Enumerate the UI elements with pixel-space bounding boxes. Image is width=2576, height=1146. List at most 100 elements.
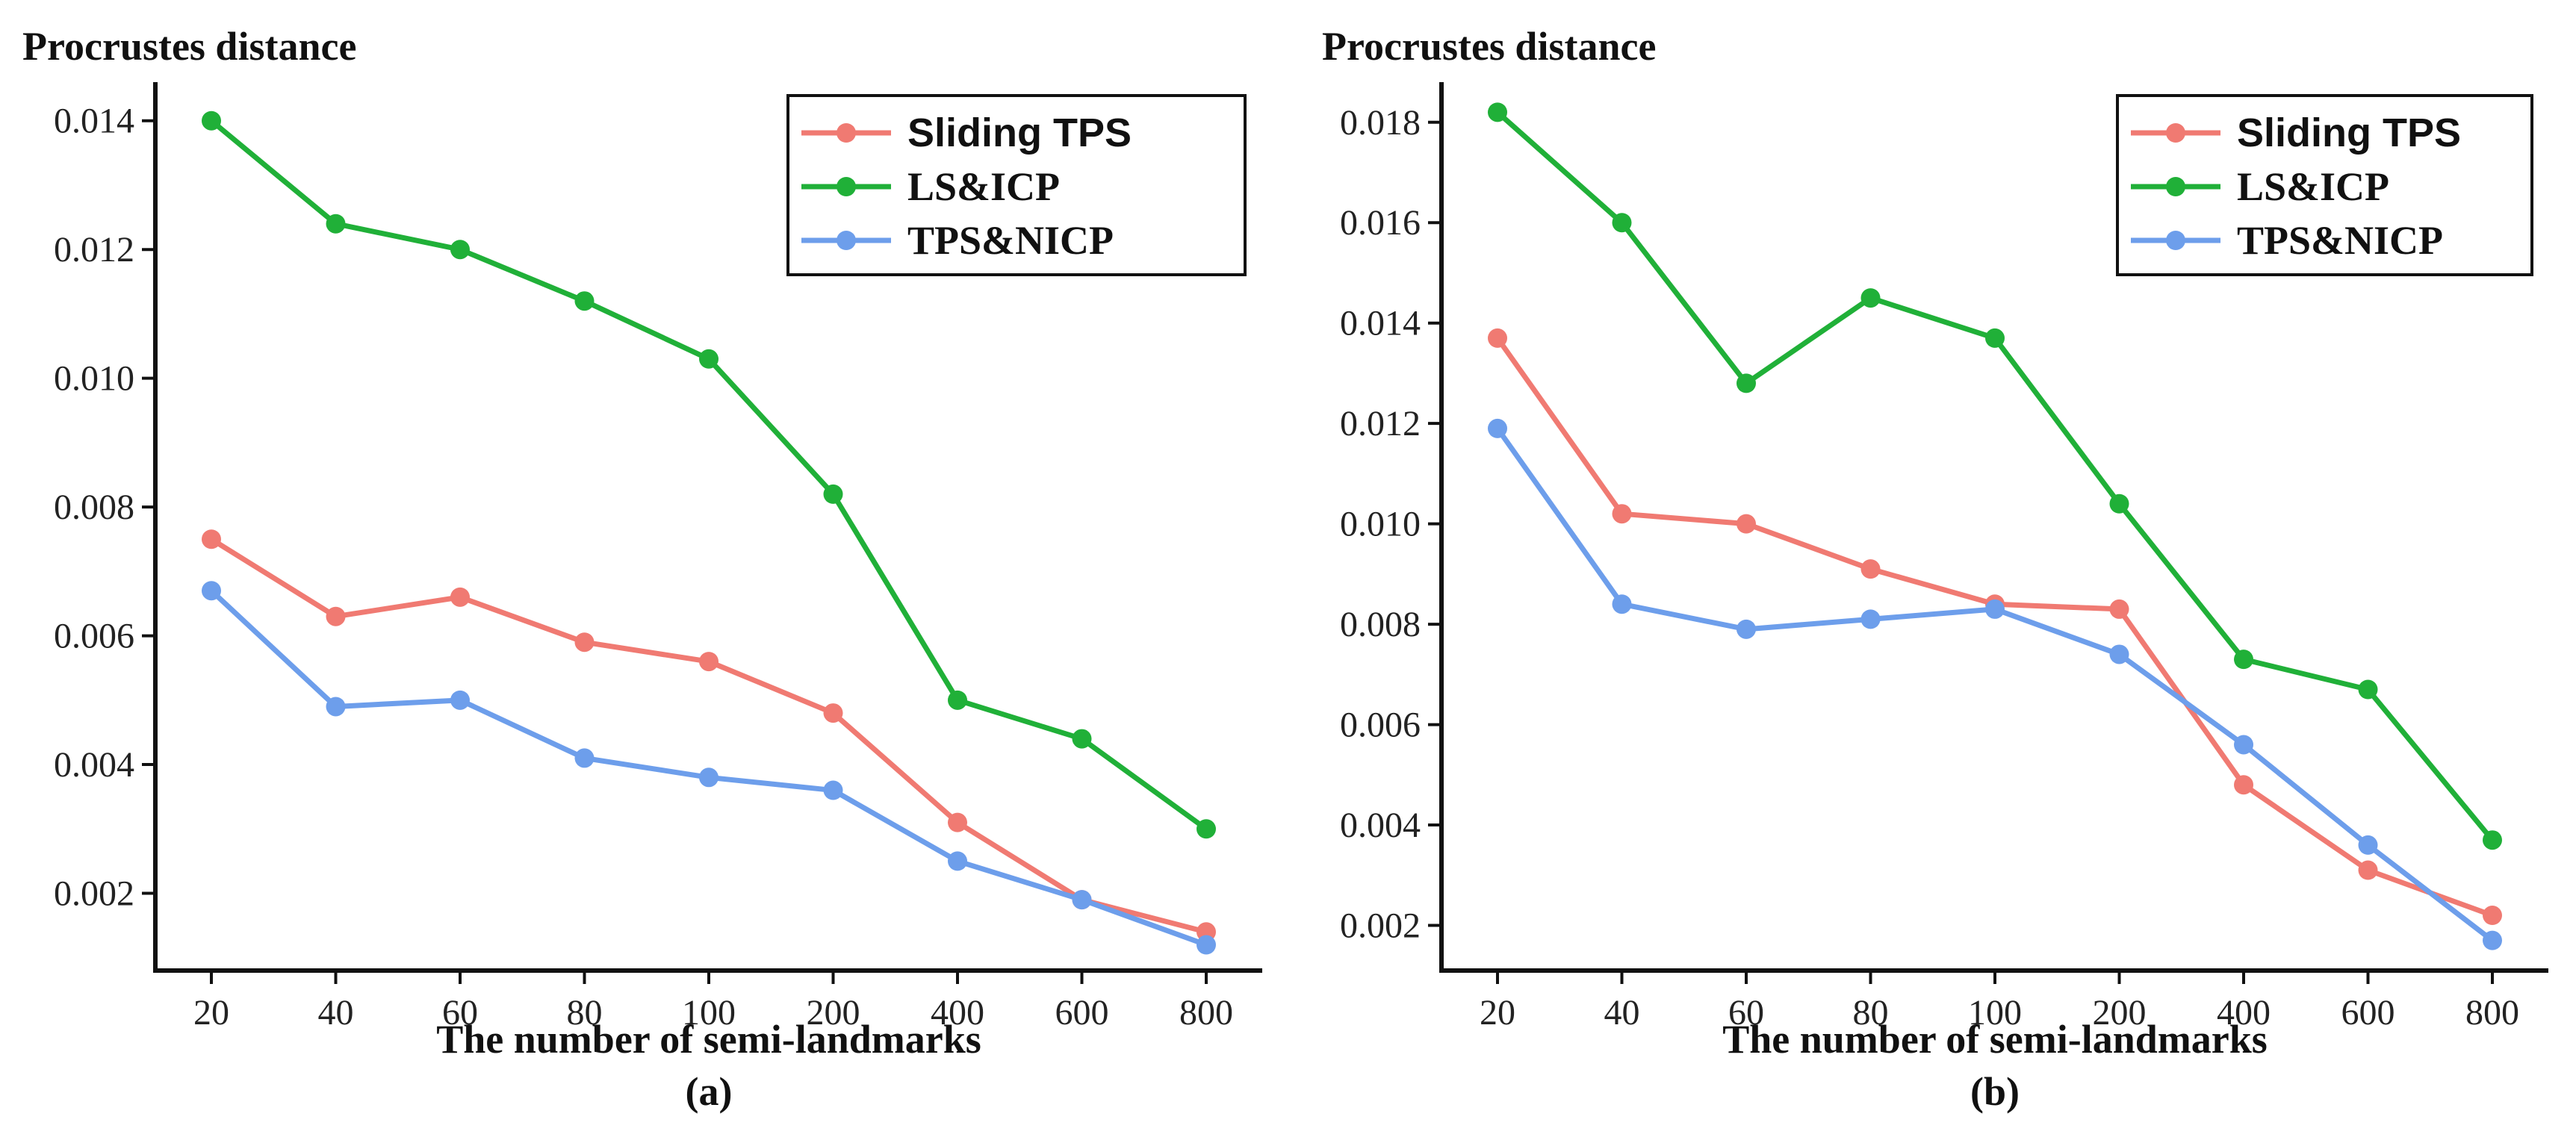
data-point [948, 851, 967, 871]
data-point [2358, 835, 2378, 855]
data-point [823, 780, 843, 800]
data-point [450, 240, 470, 260]
legend-label: Sliding TPS [907, 110, 1132, 155]
y-tick-label: 0.010 [1340, 505, 1421, 544]
y-tick-label: 0.012 [54, 230, 134, 270]
data-point [1612, 594, 1632, 614]
legend-swatch-marker [837, 231, 856, 250]
data-point [202, 581, 221, 601]
y-tick-label: 0.002 [1340, 906, 1421, 945]
chart-panel-b: Procrustes distance 0.002 0.004 0.006 0.008 0… [1322, 24, 2548, 1114]
x-tick-label: 20 [193, 993, 229, 1033]
data-point [948, 690, 967, 710]
x-tick-label: 800 [1179, 993, 1233, 1033]
data-point [1737, 619, 1756, 639]
legend-label: Sliding TPS [2237, 110, 2461, 155]
x-tick-label: 100 [682, 993, 736, 1033]
data-point [326, 697, 346, 717]
y-tick-label: 0.006 [54, 617, 134, 656]
x-tick-label: 400 [2217, 993, 2271, 1033]
y-tick-label: 0.006 [1340, 706, 1421, 745]
data-point [699, 767, 719, 788]
legend-swatch-marker [2166, 177, 2185, 196]
data-point [1985, 328, 2005, 348]
x-tick-label: 400 [931, 993, 984, 1033]
data-point [202, 110, 221, 131]
data-point [699, 652, 719, 672]
x-tick-label: 600 [1055, 993, 1109, 1033]
data-point [2483, 930, 2502, 950]
data-point [326, 214, 346, 234]
data-point [2109, 599, 2129, 619]
legend: Sliding TPS LS&ICP TPS&NICP [2116, 94, 2533, 276]
chart-panel-a: Procrustes distance 0.002 0.004 0.006 0.008 0… [22, 24, 1262, 1114]
data-point [1488, 328, 1507, 348]
legend-label: TPS&NICP [2237, 218, 2443, 263]
data-point [823, 703, 843, 723]
data-point [2358, 860, 2378, 880]
x-axis-label: The number of semi-landmarks [1722, 1017, 2268, 1062]
data-point [823, 484, 843, 504]
data-point [1737, 373, 1756, 393]
y-tick-label: 0.014 [54, 102, 134, 141]
legend-label: LS&ICP [907, 164, 1060, 209]
legend-swatch-marker [837, 177, 856, 196]
data-point [1488, 102, 1507, 122]
y-tick-label: 0.012 [1340, 404, 1421, 443]
legend-label: LS&ICP [2237, 164, 2389, 209]
series-line-0 [208, 536, 1209, 935]
data-point [1860, 609, 1881, 629]
data-point [1860, 288, 1881, 308]
data-point [574, 291, 595, 311]
data-point [1985, 599, 2005, 619]
data-point [2234, 735, 2253, 755]
x-tick-label: 200 [807, 993, 860, 1033]
x-tick-label: 40 [318, 993, 354, 1033]
y-tick-label: 0.018 [1340, 103, 1421, 143]
data-point [2234, 650, 2253, 670]
data-point [1737, 514, 1756, 534]
x-tick-label: 200 [2093, 993, 2147, 1033]
data-point [1072, 890, 1092, 910]
y-tick-label: 0.010 [54, 359, 134, 399]
x-tick-label: 80 [567, 993, 603, 1033]
y-tick-label: 0.008 [54, 488, 134, 527]
data-point [2358, 679, 2378, 700]
legend: Sliding TPS LS&ICP TPS&NICP [786, 94, 1247, 276]
data-point [1860, 559, 1881, 579]
data-point [2483, 830, 2502, 850]
data-point [574, 632, 595, 653]
y-tick-label: 0.008 [1340, 605, 1421, 644]
x-tick-label: 60 [1728, 993, 1764, 1033]
legend-swatch-marker [2166, 123, 2185, 143]
data-point [2109, 493, 2129, 514]
chart-title: Procrustes distance [1322, 24, 1656, 69]
x-tick-label: 100 [1968, 993, 2022, 1033]
x-tick-label: 20 [1480, 993, 1515, 1033]
data-point [574, 748, 595, 768]
x-tick-label: 600 [2341, 993, 2395, 1033]
x-axis-label: The number of semi-landmarks [436, 1017, 981, 1062]
chart-title: Procrustes distance [22, 24, 356, 69]
x-tick-label: 80 [1853, 993, 1889, 1033]
data-point [2109, 644, 2129, 664]
y-tick-label: 0.004 [1340, 806, 1421, 845]
data-point [1072, 729, 1092, 749]
x-tick-label: 60 [442, 993, 478, 1033]
data-point [450, 690, 470, 710]
data-point [1197, 819, 1216, 839]
legend-swatch-marker [837, 123, 856, 143]
y-tick-label: 0.016 [1340, 203, 1421, 243]
y-tick-label: 0.004 [54, 745, 134, 785]
data-point [450, 587, 470, 607]
data-point [326, 606, 346, 626]
legend-label: TPS&NICP [907, 218, 1114, 263]
data-point [2483, 906, 2502, 926]
y-tick-label: 0.014 [1340, 304, 1421, 343]
data-point [1612, 504, 1632, 524]
legend-swatch-marker [2166, 231, 2185, 250]
y-tick-label: 0.002 [54, 874, 134, 914]
series-line-0 [1495, 335, 2495, 918]
data-point [948, 812, 967, 832]
